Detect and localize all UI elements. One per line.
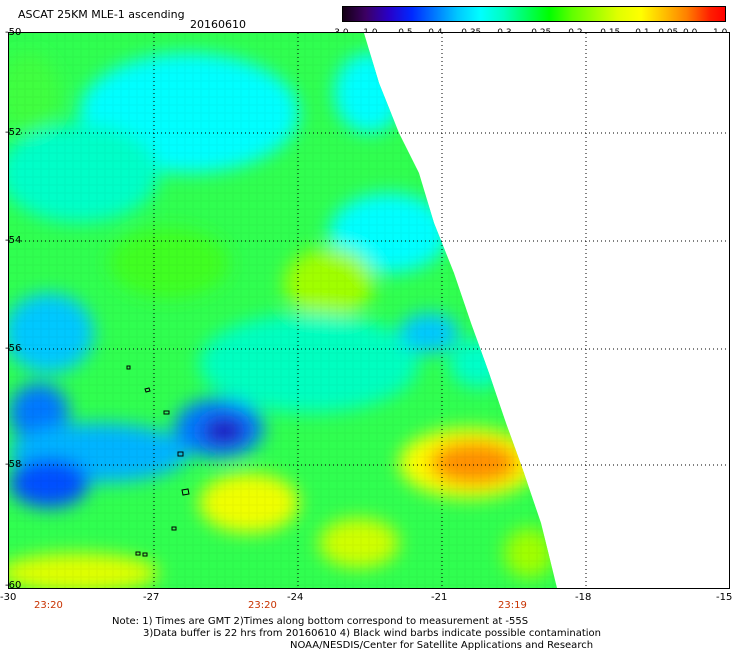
note-line: 3)Data buffer is 22 hrs from 20160610 4)… <box>143 628 601 639</box>
footnotes: Note: 1) Times are GMT 2)Times along bot… <box>112 616 601 652</box>
lat-label: -50 <box>5 27 22 38</box>
lon-label: -27 <box>143 592 160 603</box>
swath-data <box>9 33 557 588</box>
time-label: 23:20 <box>34 600 63 611</box>
map-plot <box>8 32 730 589</box>
mle-field-map <box>9 33 729 588</box>
lon-label: -18 <box>575 592 592 603</box>
island-outlines <box>126 365 190 557</box>
lat-label: -52 <box>5 127 22 138</box>
lat-label: -54 <box>5 235 22 246</box>
lat-label: -58 <box>5 459 22 470</box>
time-label: 23:19 <box>498 600 527 611</box>
product-date: 20160610 <box>190 18 246 31</box>
lon-label: -15 <box>716 592 733 603</box>
lon-label: -24 <box>287 592 304 603</box>
map-grid <box>9 33 729 588</box>
lon-label: -21 <box>431 592 448 603</box>
lat-label: -56 <box>5 343 22 354</box>
note-line: Note: 1) Times are GMT 2)Times along bot… <box>112 616 529 627</box>
lon-label: -30 <box>0 592 17 603</box>
product-title: ASCAT 25KM MLE-1 ascending <box>18 8 185 21</box>
colorbar <box>342 6 726 22</box>
time-label: 23:20 <box>248 600 277 611</box>
note-line: NOAA/NESDIS/Center for Satellite Applica… <box>290 640 594 651</box>
lat-label: -60 <box>5 580 22 591</box>
